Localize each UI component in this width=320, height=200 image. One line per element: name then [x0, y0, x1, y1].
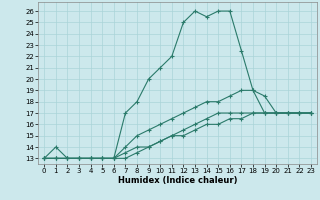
- X-axis label: Humidex (Indice chaleur): Humidex (Indice chaleur): [118, 176, 237, 185]
